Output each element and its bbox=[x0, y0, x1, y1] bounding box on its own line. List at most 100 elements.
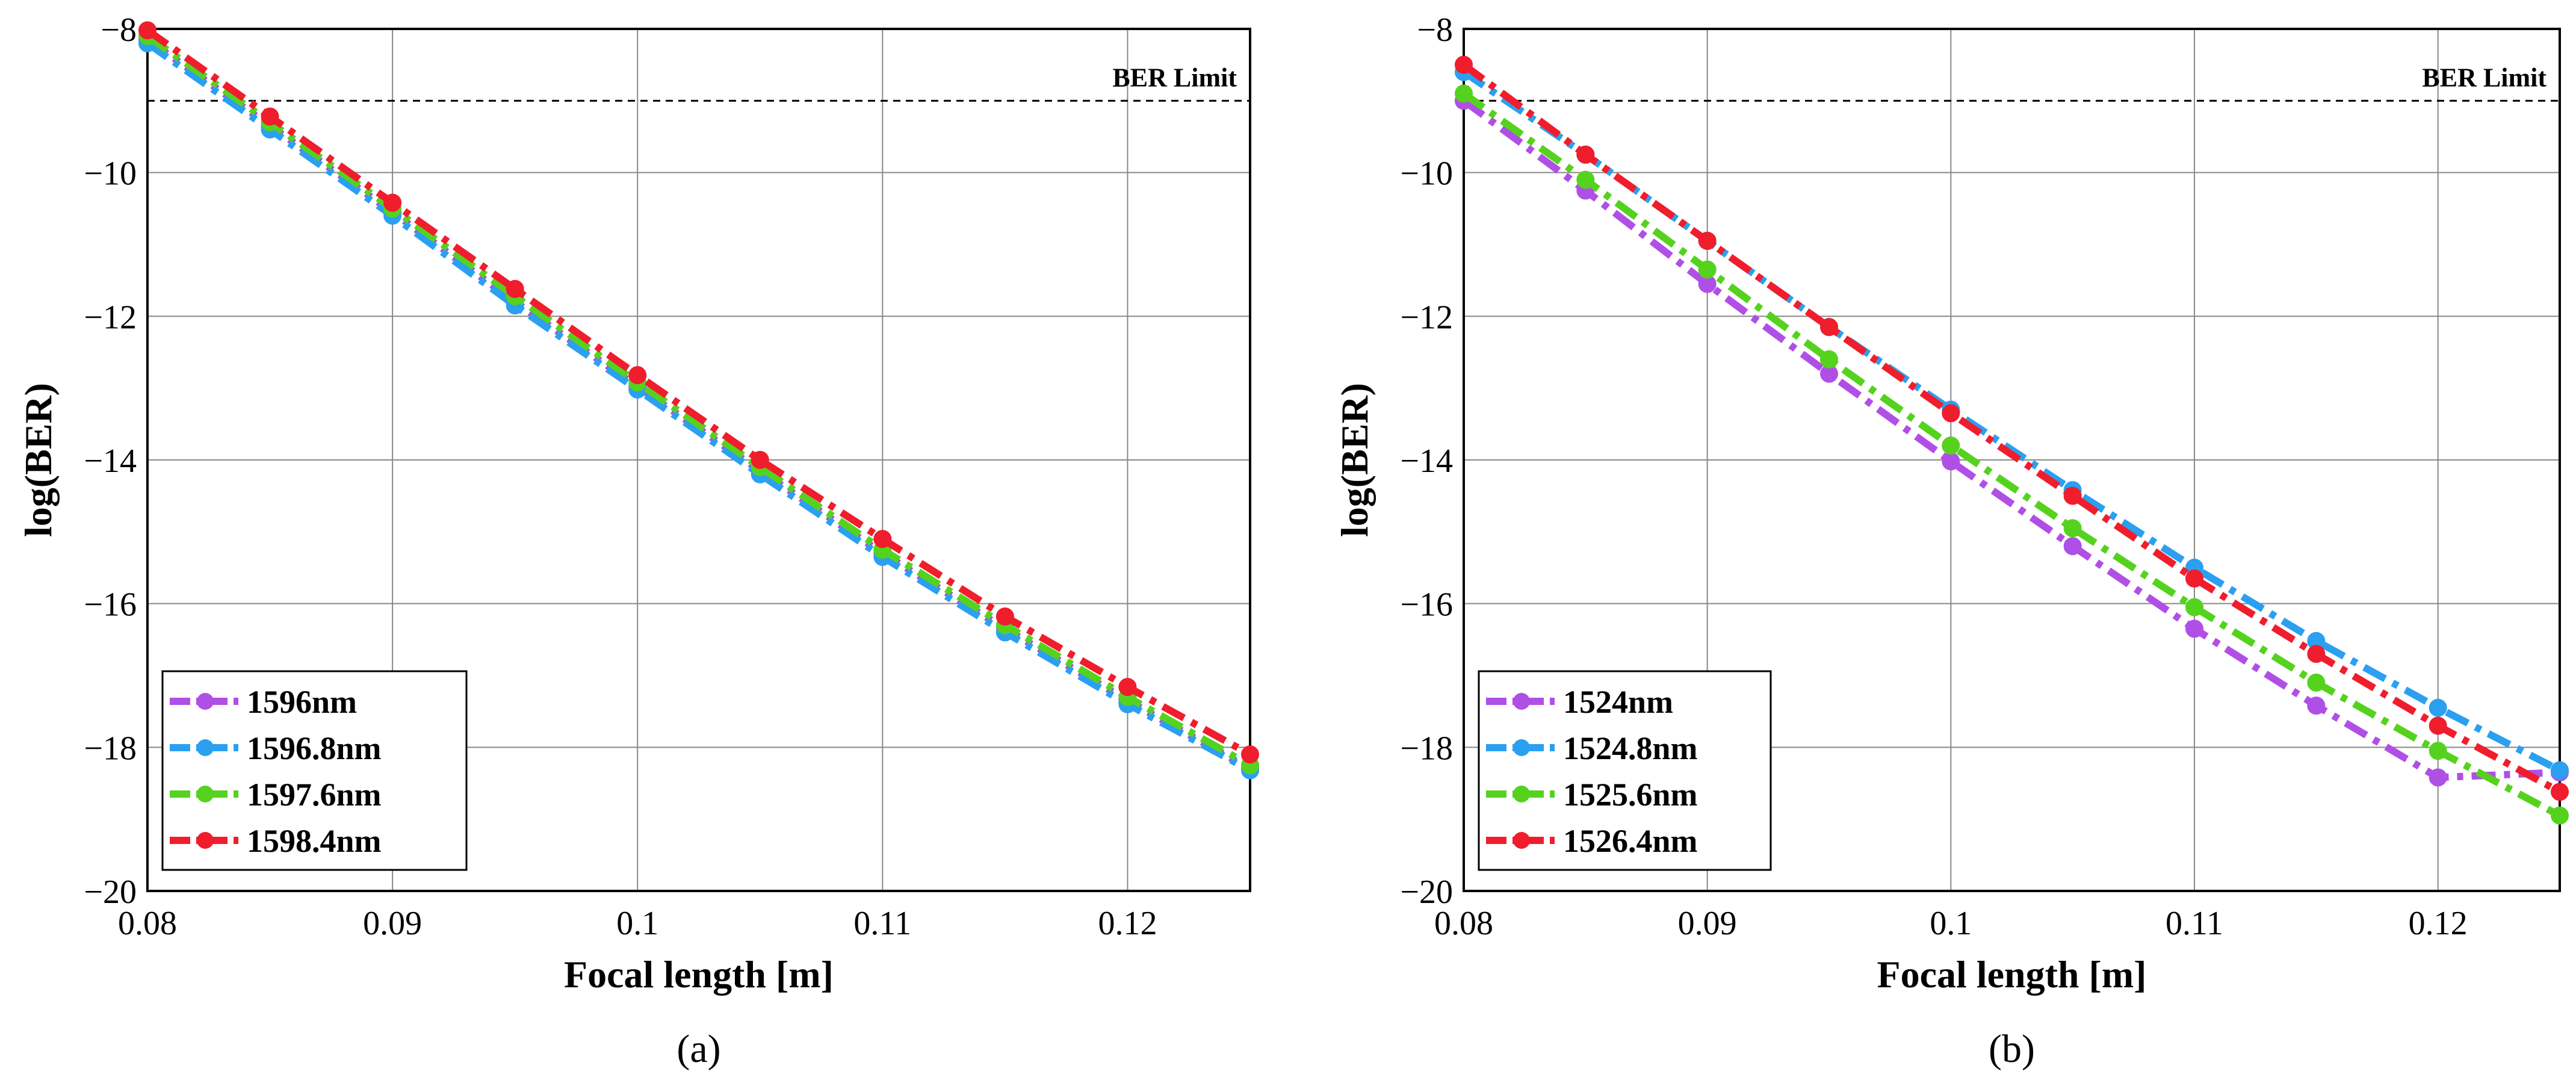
data-point bbox=[2307, 697, 2326, 715]
plot-frame bbox=[146, 28, 1251, 892]
panel-label: (a) bbox=[677, 1027, 720, 1071]
y-tick-label: −8 bbox=[1417, 11, 1453, 49]
data-point bbox=[2551, 806, 2569, 825]
ber-limit-label: BER Limit bbox=[1112, 63, 1237, 92]
data-point bbox=[2063, 486, 2082, 505]
y-tick-label: −20 bbox=[84, 874, 137, 911]
series-line bbox=[1461, 90, 2562, 819]
y-axis-label: log(BER) bbox=[17, 383, 60, 537]
data-point bbox=[1698, 232, 1717, 250]
data-point bbox=[2551, 783, 2569, 801]
y-tick-label: −8 bbox=[101, 11, 137, 49]
data-point bbox=[2185, 619, 2203, 638]
series-line bbox=[1461, 98, 2560, 781]
legend-label: 1596nm bbox=[247, 684, 357, 720]
data-point bbox=[995, 607, 1014, 626]
x-tick-label: 0.12 bbox=[2409, 905, 2468, 942]
y-tick-label: −16 bbox=[1400, 586, 1453, 624]
data-point bbox=[2429, 768, 2447, 787]
y-axis-label: log(BER) bbox=[1333, 383, 1376, 537]
legend-label: 1596.8nm bbox=[247, 730, 382, 766]
legend-swatch-marker bbox=[197, 786, 214, 802]
plot-frame bbox=[1463, 28, 2561, 892]
data-point bbox=[1576, 145, 1595, 164]
legend-label: 1524nm bbox=[1563, 684, 1673, 720]
legend-label: 1598.4nm bbox=[247, 823, 382, 859]
data-point bbox=[1241, 745, 1259, 764]
data-point bbox=[1455, 55, 1473, 74]
data-point bbox=[2185, 569, 2203, 588]
legend-swatch-marker bbox=[197, 739, 214, 756]
data-point bbox=[2307, 645, 2326, 663]
data-point bbox=[1455, 84, 1473, 103]
x-tick-label: 0.11 bbox=[2166, 905, 2223, 942]
data-point bbox=[2307, 673, 2326, 692]
series-line bbox=[1461, 61, 2562, 795]
data-point bbox=[2185, 598, 2203, 616]
x-tick-label: 0.09 bbox=[363, 905, 422, 942]
legend-swatch-marker bbox=[1513, 693, 1530, 710]
data-point bbox=[383, 193, 402, 212]
legend-swatch-marker bbox=[1513, 739, 1530, 756]
data-point bbox=[261, 107, 279, 126]
data-point bbox=[138, 21, 156, 40]
data-point bbox=[1942, 436, 1960, 455]
series-1598.4nm bbox=[138, 21, 1259, 764]
legend-swatch-marker bbox=[1513, 832, 1530, 849]
x-tick-label: 0.11 bbox=[853, 905, 911, 942]
data-point bbox=[2429, 742, 2447, 760]
data-point bbox=[2063, 519, 2082, 538]
y-tick-label: −14 bbox=[84, 442, 137, 480]
data-point bbox=[628, 366, 647, 385]
data-point bbox=[1942, 404, 1960, 423]
x-tick-label: 0.08 bbox=[118, 905, 177, 942]
series-line bbox=[1461, 69, 2562, 774]
y-tick-label: −10 bbox=[84, 155, 137, 193]
data-point bbox=[1820, 318, 1838, 337]
x-axis-label: Focal length [m] bbox=[1877, 953, 2147, 996]
data-point bbox=[1942, 452, 1960, 471]
panel-label: (b) bbox=[1989, 1027, 2035, 1071]
data-point bbox=[751, 451, 769, 469]
chart-panel-2: 0.08 0.09 0.1 0.11 0.12 −8 −10 −12 −14 −16 −18 −20 F… bbox=[1333, 11, 2569, 1071]
legend-label: 1524.8nm bbox=[1563, 730, 1698, 766]
data-point bbox=[1820, 350, 1838, 368]
ber-limit-label: BER Limit bbox=[2422, 63, 2547, 92]
data-point bbox=[873, 530, 892, 548]
y-tick-label: −18 bbox=[1400, 730, 1453, 767]
y-tick-label: −12 bbox=[1400, 299, 1453, 336]
legend-swatch-marker bbox=[197, 832, 214, 849]
y-tick-label: −14 bbox=[1400, 442, 1453, 480]
data-point bbox=[1118, 678, 1137, 697]
y-tick-label: −12 bbox=[84, 299, 137, 336]
data-point bbox=[2063, 537, 2082, 556]
legend-label: 1525.6nm bbox=[1563, 777, 1698, 813]
legend: 1596nm 1596.8nm 1597.6nm 1598.4nm bbox=[161, 670, 468, 871]
y-tick-label: −10 bbox=[1400, 155, 1453, 193]
series-1526.4nm bbox=[1455, 55, 2569, 801]
data-point bbox=[1576, 170, 1595, 189]
data-point bbox=[506, 279, 524, 298]
x-axis-label: Focal length [m] bbox=[564, 953, 834, 996]
legend-swatch-marker bbox=[197, 693, 214, 710]
legend-label: 1526.4nm bbox=[1563, 823, 1698, 859]
data-point bbox=[2429, 698, 2447, 717]
chart-panel-1: 0.08 0.09 0.1 0.11 0.12 −8 −10 −12 −14 −16 −18 −20 F… bbox=[17, 11, 1259, 1071]
legend-swatch-marker bbox=[1513, 786, 1530, 802]
data-point bbox=[2429, 716, 2447, 735]
x-tick-label: 0.1 bbox=[616, 905, 658, 942]
x-tick-label: 0.12 bbox=[1098, 905, 1157, 942]
series-1525.6nm bbox=[1455, 84, 2569, 825]
data-point bbox=[2551, 761, 2569, 780]
legend: 1524nm 1524.8nm 1525.6nm 1526.4nm bbox=[1478, 670, 1772, 871]
data-point bbox=[1698, 260, 1717, 279]
x-tick-label: 0.09 bbox=[1678, 905, 1737, 942]
series-line bbox=[145, 40, 1252, 774]
y-tick-label: −20 bbox=[1400, 874, 1453, 911]
x-tick-label: 0.1 bbox=[1930, 905, 1972, 942]
x-tick-label: 0.08 bbox=[1434, 905, 1493, 942]
legend-label: 1597.6nm bbox=[247, 777, 382, 813]
y-tick-label: −16 bbox=[84, 586, 137, 624]
